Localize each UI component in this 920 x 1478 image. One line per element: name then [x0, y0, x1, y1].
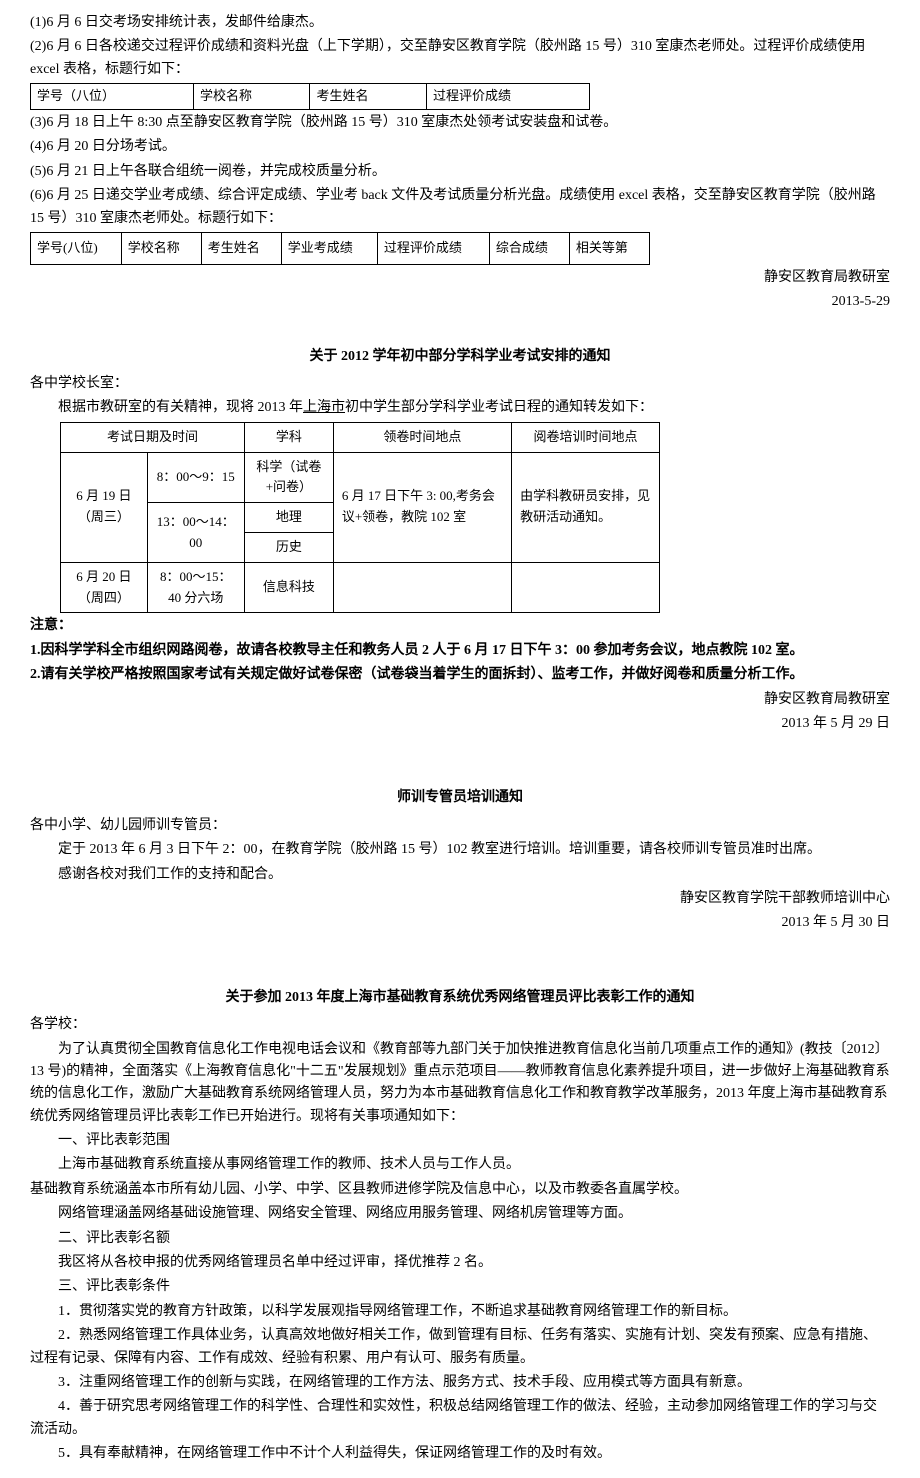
table-row: 6 月 20 日（周四） 8：00～15：40 分六场 信息科技: [61, 562, 660, 613]
signature-dept: 静安区教育学院干部教师培训中心: [30, 888, 890, 910]
th-subject: 学科: [244, 422, 333, 452]
cell-date-2: 6 月 20 日（周四）: [61, 562, 148, 613]
award-intro: 为了认真贯彻全国教育信息化工作电视电话会议和《教育部等九部门关于加快推进教育信息…: [30, 1039, 890, 1129]
th-date-time: 考试日期及时间: [61, 422, 245, 452]
th-school-name: 学校名称: [121, 232, 201, 264]
th-exam-score: 学业考成绩: [281, 232, 377, 264]
training-body-2: 感谢各校对我们工作的支持和配合。: [30, 864, 890, 886]
signature-dept: 静安区教育局教研室: [30, 267, 890, 289]
th-training: 阅卷培训时间地点: [512, 422, 660, 452]
notice-item-1: 1.因科学学科全市组织网路阅卷，故请各校教导主任和教务人员 2 人于 6 月 1…: [30, 640, 890, 662]
table-row: 学号(八位) 学校名称 考生姓名 学业考成绩 过程评价成绩 综合成绩 相关等第: [31, 232, 650, 264]
cond-1: 1．贯彻落实党的教育方针政策，以科学发展观指导网络管理工作，不断追求基础教育网络…: [30, 1301, 890, 1323]
section-1-heading: 一、评比表彰范围: [30, 1130, 890, 1152]
th-process-score: 过程评价成绩: [426, 84, 589, 110]
table-excel-cols-1: 学号（八位） 学校名称 考生姓名 过程评价成绩: [30, 83, 590, 110]
exam-schedule-table: 考试日期及时间 学科 领卷时间地点 阅卷培训时间地点 6 月 19 日（周三） …: [60, 422, 660, 614]
th-student-id: 学号（八位）: [31, 84, 194, 110]
cell-time-1b: 13：00～14：00: [147, 503, 244, 563]
cell-training: 由学科教研员安排，见教研活动通知。: [512, 452, 660, 562]
cell-time-1a: 8：00～9：15: [147, 452, 244, 503]
list-item-2: (2)6 月 6 日各校递交过程评价成绩和资料光盘（上下学期），交至静安区教育学…: [30, 36, 890, 81]
award-notice-title: 关于参加 2013 年度上海市基础教育系统优秀网络管理员评比表彰工作的通知: [30, 987, 890, 1009]
signature-date: 2013 年 5 月 30 日: [30, 912, 890, 934]
text-after: 初中学生部分学科学业考试日程的通知转发如下：: [345, 400, 653, 415]
table-row: 6 月 19 日（周三） 8：00～9：15 科学（试卷+问卷） 6 月 17 …: [61, 452, 660, 503]
th-total-score: 综合成绩: [489, 232, 569, 264]
section-1-p1: 上海市基础教育系统直接从事网络管理工作的教师、技术人员与工作人员。: [30, 1154, 890, 1176]
th-student-id: 学号(八位): [31, 232, 122, 264]
training-body-1: 定于 2013 年 6 月 3 日下午 2：00，在教育学院（胶州路 15 号）…: [30, 839, 890, 861]
section-2-heading: 二、评比表彰名额: [30, 1228, 890, 1250]
cond-4: 4．善于研究思考网络管理工作的科学性、合理性和实效性，积极总结网络管理工作的做法…: [30, 1396, 890, 1441]
table-row: 学号（八位） 学校名称 考生姓名 过程评价成绩: [31, 84, 590, 110]
th-process-score: 过程评价成绩: [377, 232, 489, 264]
cell-date-1: 6 月 19 日（周三）: [61, 452, 148, 562]
list-item-6: (6)6 月 25 日递交学业考成绩、综合评定成绩、学业考 back 文件及考试…: [30, 185, 890, 230]
cell-subject-science: 科学（试卷+问卷）: [244, 452, 333, 503]
table-header-row: 考试日期及时间 学科 领卷时间地点 阅卷培训时间地点: [61, 422, 660, 452]
list-item-1: (1)6 月 6 日交考场安排统计表，发邮件给康杰。: [30, 12, 890, 34]
salutation: 各学校：: [30, 1014, 890, 1036]
th-grade: 相关等第: [569, 232, 649, 264]
table-excel-cols-2: 学号(八位) 学校名称 考生姓名 学业考成绩 过程评价成绩 综合成绩 相关等第: [30, 232, 650, 265]
section-1-p3: 网络管理涵盖网络基础设施管理、网络安全管理、网络应用服务管理、网络机房管理等方面…: [30, 1203, 890, 1225]
salutation: 各中小学、幼儿园师训专管员：: [30, 815, 890, 837]
cond-3: 3．注重网络管理工作的创新与实践，在网络管理的工作方法、服务方式、技术手段、应用…: [30, 1372, 890, 1394]
section-1-p2: 基础教育系统涵盖本市所有幼儿园、小学、中学、区县教师进修学院及信息中心，以及市教…: [30, 1179, 890, 1201]
text-before: 根据市教研室的有关精神，现将 2013 年: [58, 400, 303, 415]
cell-subject-geo: 地理: [244, 503, 333, 533]
th-school-name: 学校名称: [194, 84, 310, 110]
cell-time-2: 8：00～15：40 分六场: [147, 562, 244, 613]
intro-para: 根据市教研室的有关精神，现将 2013 年上海市初中学生部分学科学业考试日程的通…: [30, 397, 890, 419]
salutation: 各中学校长室：: [30, 373, 890, 395]
cell-empty: [333, 562, 511, 613]
cell-empty: [512, 562, 660, 613]
text-underline: 上海市: [303, 400, 345, 415]
signature-date: 2013-5-29: [30, 291, 890, 313]
section-2-p1: 我区将从各校申报的优秀网络管理员名单中经过评审，择优推荐 2 名。: [30, 1252, 890, 1274]
cell-subject-it: 信息科技: [244, 562, 333, 613]
notice-title-2012: 关于 2012 学年初中部分学科学业考试安排的通知: [30, 346, 890, 368]
notice-heading: 注意：: [30, 615, 890, 637]
training-notice-title: 师训专管员培训通知: [30, 787, 890, 809]
cell-subject-history: 历史: [244, 533, 333, 563]
th-pickup: 领卷时间地点: [333, 422, 511, 452]
signature-dept: 静安区教育局教研室: [30, 689, 890, 711]
cell-pickup: 6 月 17 日下午 3: 00,考务会议+领卷，教院 102 室: [333, 452, 511, 562]
list-item-4: (4)6 月 20 日分场考试。: [30, 136, 890, 158]
list-item-5: (5)6 月 21 日上午各联合组统一阅卷，并完成校质量分析。: [30, 161, 890, 183]
th-student-name: 考生姓名: [201, 232, 281, 264]
cond-5: 5．具有奉献精神，在网络管理工作中不计个人利益得失，保证网络管理工作的及时有效。: [30, 1443, 890, 1465]
list-item-3: (3)6 月 18 日上午 8:30 点至静安区教育学院（胶州路 15 号）31…: [30, 112, 890, 134]
section-3-heading: 三、评比表彰条件: [30, 1276, 890, 1298]
cond-2: 2．熟悉网络管理工作具体业务，认真高效地做好相关工作，做到管理有目标、任务有落实…: [30, 1325, 890, 1370]
notice-item-2: 2.请有关学校严格按照国家考试有关规定做好试卷保密（试卷袋当着学生的面拆封）、监…: [30, 664, 890, 686]
th-student-name: 考生姓名: [310, 84, 426, 110]
signature-date: 2013 年 5 月 29 日: [30, 713, 890, 735]
